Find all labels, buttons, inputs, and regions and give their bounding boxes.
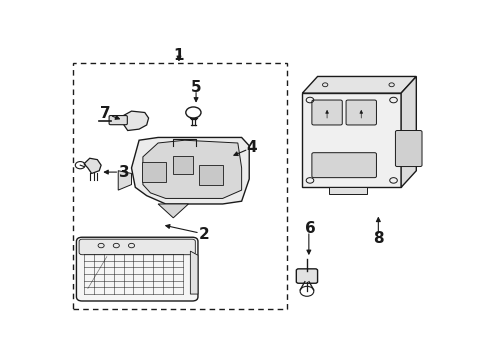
Polygon shape [118,171,131,190]
Polygon shape [143,140,242,198]
FancyBboxPatch shape [199,165,223,185]
Bar [73,63,287,309]
Polygon shape [190,251,198,294]
FancyBboxPatch shape [172,156,193,174]
Bar [302,93,401,187]
FancyBboxPatch shape [109,116,127,125]
Text: 4: 4 [246,140,256,155]
Polygon shape [124,111,148,131]
Bar [329,187,367,194]
Polygon shape [302,76,416,93]
FancyBboxPatch shape [346,100,376,125]
FancyBboxPatch shape [395,131,422,167]
FancyBboxPatch shape [76,237,198,301]
Text: 2: 2 [198,227,209,242]
FancyBboxPatch shape [312,153,376,177]
FancyBboxPatch shape [296,269,318,283]
FancyBboxPatch shape [312,100,342,125]
FancyBboxPatch shape [142,162,167,183]
Polygon shape [401,76,416,187]
Text: 5: 5 [191,80,201,95]
Text: 7: 7 [99,107,110,121]
Text: 6: 6 [305,221,316,237]
Polygon shape [158,204,189,218]
Polygon shape [84,158,101,174]
Polygon shape [131,138,249,204]
Text: 8: 8 [373,231,384,246]
Text: 1: 1 [174,48,184,63]
Text: 3: 3 [119,165,129,180]
FancyBboxPatch shape [79,239,196,255]
